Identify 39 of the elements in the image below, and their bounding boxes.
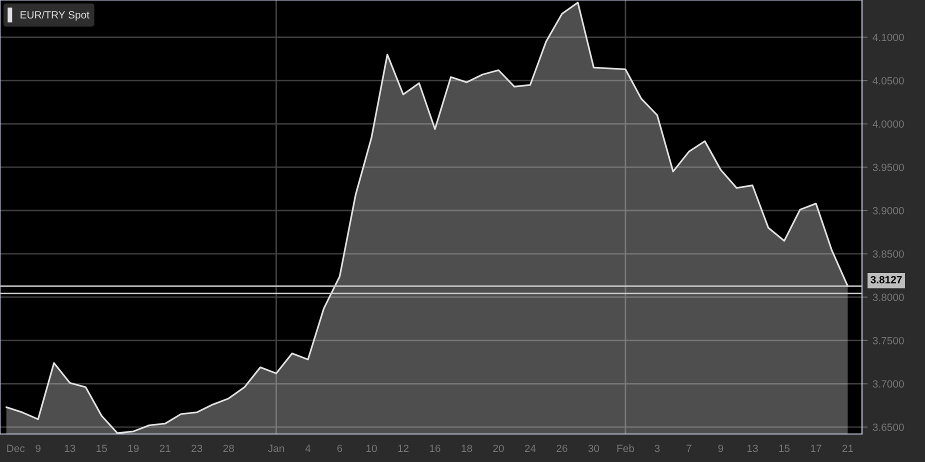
x-tick-label: 23	[192, 444, 202, 452]
x-tick-label: 26	[556, 444, 568, 452]
x-tick-label: 19	[128, 444, 139, 452]
y-tick-label: 3.9500	[872, 164, 904, 172]
x-tick-label: 10	[366, 444, 377, 452]
x-tick-label: 17	[810, 444, 822, 452]
x-tick-label: 13	[747, 444, 758, 452]
x-tick-label: 13	[64, 444, 76, 452]
x-tick-label: 20	[493, 444, 504, 452]
y-tick-label: 3.9000	[872, 207, 904, 214]
x-tick-label: 15	[96, 444, 107, 452]
x-tick-label: 16	[430, 444, 440, 452]
x-tick-label: 18	[462, 444, 472, 452]
x-tick-label: 30	[588, 444, 600, 452]
x-tick-label: 9	[36, 444, 41, 452]
x-tick-label: 3	[654, 444, 660, 452]
ref-line-label: 3.8127	[870, 276, 902, 284]
y-tick-label: 3.7500	[872, 336, 904, 344]
legend-label: EUR/TRY Spot	[20, 10, 90, 21]
x-tick-label: 15	[779, 444, 790, 452]
x-tick-label: Feb	[617, 444, 634, 452]
x-tick-label: 7	[686, 444, 692, 452]
y-tick-label: 3.7000	[872, 380, 904, 388]
y-tick-label: 3.8500	[872, 250, 904, 258]
x-tick-label: 9	[718, 444, 724, 452]
x-tick-label: 21	[842, 444, 853, 452]
x-tick-label: 28	[223, 444, 234, 452]
x-tick-label: 21	[160, 444, 170, 452]
x-tick-label: Jan	[268, 444, 284, 452]
y-tick-label: 4.0500	[872, 77, 904, 84]
y-tick-label: 3.6500	[872, 424, 904, 431]
x-tick-label: 4	[305, 444, 311, 452]
x-tick-label: Dec	[7, 444, 25, 452]
x-tick-label: 6	[337, 444, 342, 452]
x-tick-label: 24	[524, 444, 536, 452]
y-tick-label: 4.1000	[872, 34, 904, 42]
y-tick-label: 3.8000	[872, 294, 904, 302]
x-tick-label: 12	[398, 444, 408, 452]
y-tick-label: 4.0000	[872, 120, 904, 128]
